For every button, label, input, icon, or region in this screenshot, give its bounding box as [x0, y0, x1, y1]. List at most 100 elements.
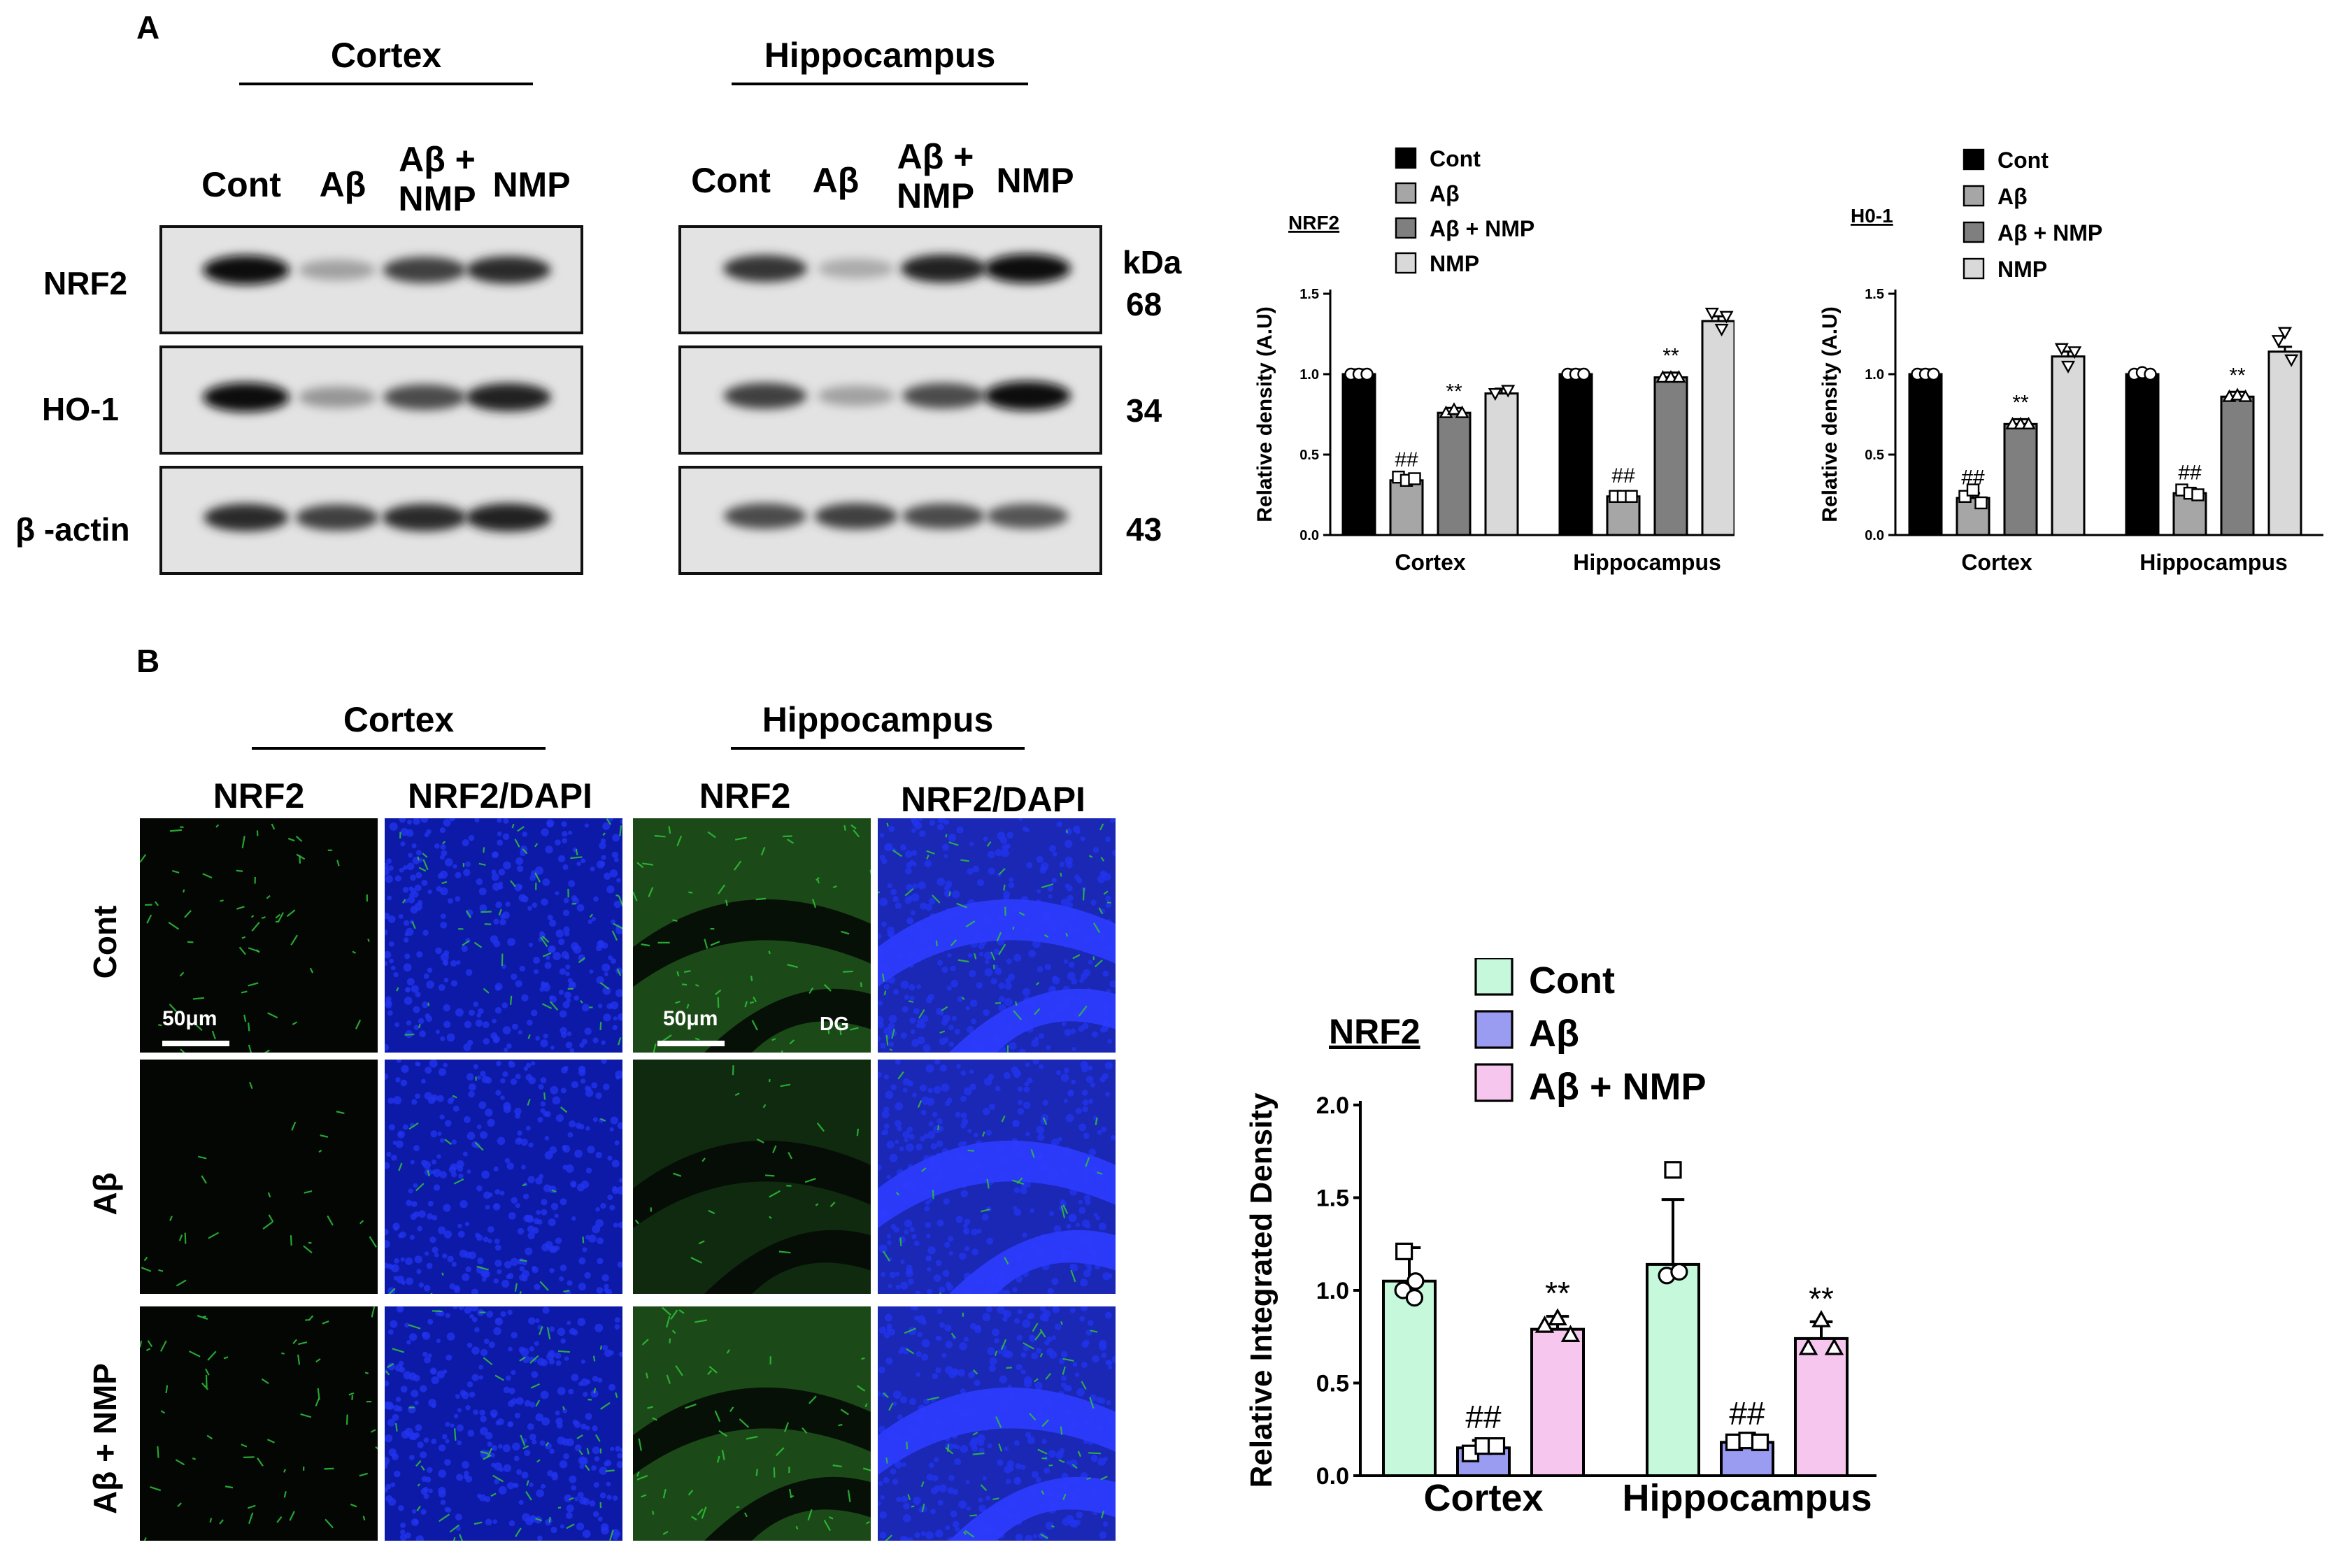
nucleus: [988, 1103, 996, 1111]
nucleus: [464, 1470, 469, 1476]
blot-band: [986, 504, 1069, 529]
nucleus: [1001, 849, 1009, 857]
nucleus: [569, 1475, 577, 1483]
nrf2-signal: [750, 976, 753, 982]
nrf2-signal: [327, 1215, 334, 1226]
nrf2-signal: [832, 885, 837, 889]
nrf2-signal: [1070, 1269, 1076, 1283]
nucleus: [436, 1338, 441, 1344]
nrf2-signal: [920, 1481, 925, 1488]
nrf2-signal: [439, 1513, 450, 1523]
nucleus: [887, 926, 895, 934]
nrf2-signal: [398, 1162, 403, 1171]
nucleus: [583, 1392, 588, 1397]
nucleus: [1023, 1086, 1030, 1093]
nucleus: [581, 1180, 590, 1189]
nucleus: [390, 1320, 398, 1328]
significance-label: ##: [1395, 448, 1418, 471]
nucleus: [960, 1070, 967, 1076]
nucleus: [617, 1261, 622, 1268]
microscopy-image: [385, 1060, 622, 1294]
data-point: [2144, 367, 2157, 381]
nucleus: [1066, 1460, 1071, 1465]
nucleus: [517, 1130, 522, 1136]
nrf2-signal: [519, 1356, 526, 1362]
nucleus: [440, 887, 448, 896]
nucleus: [930, 1487, 938, 1495]
nrf2-signal: [165, 1385, 169, 1394]
nucleus: [911, 893, 920, 901]
kda-value: 43: [1126, 511, 1162, 548]
data-point: [1974, 496, 1988, 510]
nucleus: [506, 1043, 512, 1049]
nrf2-signal: [690, 1257, 703, 1264]
nucleus: [469, 1391, 476, 1398]
nucleus: [485, 1432, 493, 1440]
legend-swatch: [1963, 185, 1985, 207]
nucleus: [1066, 1223, 1071, 1229]
nucleus: [921, 1339, 930, 1348]
nucleus: [385, 1380, 390, 1387]
nucleus: [537, 1357, 546, 1366]
nucleus: [887, 883, 892, 889]
category-label: Cortex: [1423, 1477, 1543, 1519]
chart-title: H0-1: [1851, 205, 1893, 227]
nucleus: [541, 1417, 550, 1426]
nucleus: [928, 1462, 934, 1468]
nucleus: [1003, 1311, 1008, 1316]
nucleus: [585, 1425, 590, 1431]
nucleus: [582, 1247, 587, 1253]
nucleus: [402, 1124, 408, 1130]
nrf2-signal: [249, 1081, 253, 1089]
nucleus: [909, 1227, 915, 1232]
nrf2-signal: [536, 1459, 541, 1463]
nucleus: [1068, 1214, 1076, 1223]
lane-label: Cont: [691, 161, 771, 200]
nucleus: [422, 1351, 428, 1357]
legend-label: Aβ + NMP: [1430, 216, 1534, 241]
nucleus: [421, 879, 428, 886]
nucleus: [1051, 878, 1056, 883]
nucleus: [498, 881, 503, 886]
nucleus: [916, 984, 922, 989]
nrf2-signal: [707, 831, 716, 839]
lane-label: Aβ: [319, 165, 366, 204]
nrf2-signal: [1004, 1257, 1009, 1265]
nucleus: [438, 1226, 446, 1234]
nucleus: [909, 1017, 916, 1024]
nrf2-signal: [219, 1519, 224, 1525]
nucleus: [502, 1026, 511, 1035]
nucleus: [1014, 1477, 1020, 1483]
nrf2-signal: [982, 1131, 985, 1137]
nucleus: [995, 848, 1003, 857]
blot-band: [902, 503, 985, 529]
nucleus: [925, 1531, 934, 1540]
blot-band: [984, 254, 1071, 283]
nucleus: [476, 1075, 481, 1080]
category-label: Hippocampus: [1622, 1477, 1872, 1519]
data-point: [2191, 488, 2205, 501]
nucleus: [510, 1257, 519, 1267]
nucleus: [455, 1008, 464, 1017]
nucleus: [878, 1391, 881, 1397]
nucleus: [508, 1061, 515, 1069]
nrf2-signal: [465, 910, 471, 918]
nucleus: [1018, 1099, 1023, 1106]
nrf2-signal: [1048, 1464, 1053, 1467]
nrf2-signal: [248, 1512, 254, 1525]
nucleus: [385, 1229, 389, 1236]
bar: [1908, 373, 1943, 536]
nrf2-signal: [176, 1279, 187, 1287]
nucleus: [1044, 1467, 1051, 1474]
nucleus: [476, 1234, 483, 1241]
nucleus: [429, 1060, 438, 1068]
nucleus: [993, 948, 1000, 955]
nrf2-signal: [828, 1516, 834, 1520]
nucleus: [1101, 1352, 1107, 1358]
nucleus: [945, 1525, 950, 1530]
legend-swatch: [1395, 217, 1417, 239]
nrf2-signal: [1006, 1367, 1012, 1369]
nrf2-signal: [927, 1396, 939, 1401]
nrf2-signal: [178, 1234, 183, 1241]
nucleus: [1013, 953, 1022, 962]
